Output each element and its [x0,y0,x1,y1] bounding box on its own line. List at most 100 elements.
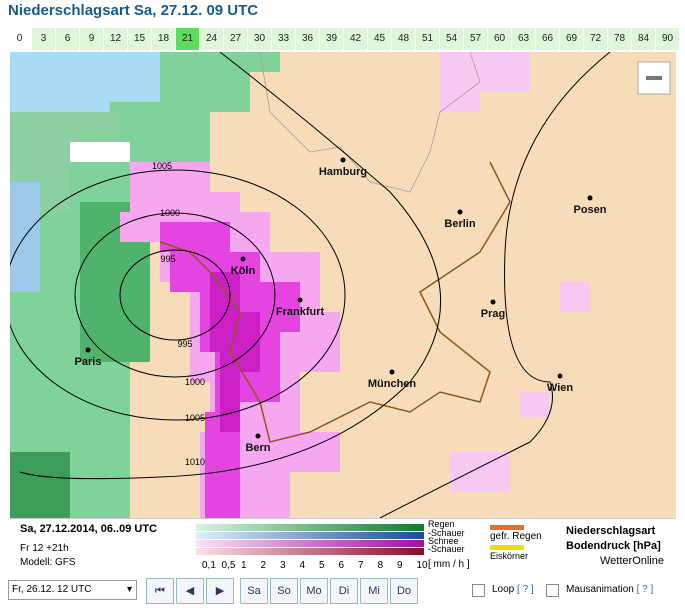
hour-tab[interactable]: 69 [560,28,584,50]
hour-tab[interactable]: 36 [296,28,320,50]
city-label: Wien [547,382,573,394]
legend-run: Fr 12 +21h [20,543,69,554]
isobar-label: 995 [177,339,192,349]
mouse-text: Mausanimation [566,584,634,595]
isobar-label: 1010 [185,457,205,467]
type-label: Schnee [428,536,459,546]
city-label: Köln [231,265,256,277]
city-dot [85,347,91,353]
hour-tab[interactable]: 21 [176,28,200,50]
hour-tab[interactable]: 48 [392,28,416,50]
scale-label: 9 [397,560,403,571]
scale-label: 2 [260,560,267,571]
isobar-label: 995 [160,254,175,264]
next-button[interactable]: ▶ [206,578,234,604]
city-label: Prag [481,308,505,320]
hour-tab[interactable]: 45 [368,28,392,50]
controls: Fr, 26.12. 12 UTC ▾ ⏮ ◀ ▶ Loop [ ? ] Maus… [8,576,678,606]
hour-tab[interactable]: 0 [8,28,32,50]
hour-tab[interactable]: 90 [656,28,680,50]
city-dot [240,256,246,262]
scale-label: 1 [241,560,247,571]
map: Hamburg Berlin Posen Köln Frankfurt Prag Paris… [10,52,676,518]
day-button[interactable]: Mi [360,578,388,604]
hour-tab[interactable]: 57 [464,28,488,50]
scale-label: 3 [280,560,286,571]
city-label: Frankfurt [276,306,325,318]
mouse-help[interactable]: [ ? ] [636,584,654,595]
city-dot [490,299,496,305]
city-label: München [368,378,417,390]
legend-date: Sa, 27.12.2014, 06..09 UTC [20,523,157,535]
hour-tab[interactable]: 84 [632,28,656,50]
legend: Sa, 27.12.2014, 06..09 UTC Fr 12 +21h Mo… [10,518,676,573]
city-dot [340,157,346,163]
hour-tab[interactable]: 51 [416,28,440,50]
hour-tab[interactable]: 78 [608,28,632,50]
scale-label: 10 [416,560,428,571]
scale-label: 4 [299,560,306,571]
hour-tab[interactable]: 12 [104,28,128,50]
loop-text: Loop [492,584,515,595]
mouse-label: Mausanimation [ ? ] [566,584,653,595]
type-label: Regen [428,519,455,529]
scale-label: 8 [377,560,384,571]
run-select[interactable]: Fr, 26.12. 12 UTC ▾ [8,580,137,600]
hour-tab[interactable]: 27 [224,28,248,50]
city-dot [457,209,463,215]
hour-tab[interactable]: 63 [512,28,536,50]
title: Niederschlagsart Sa, 27.12. 09 UTC [8,2,259,19]
legend-model: Modell: GFS [20,557,76,568]
day-button[interactable]: So [270,578,298,604]
hour-tab[interactable]: 72 [584,28,608,50]
isobar-label: 1000 [160,208,180,218]
hour-tab[interactable]: 39 [320,28,344,50]
isobar-label: 1005 [185,413,205,423]
scale-label: 7 [358,560,364,571]
city-label: Paris [75,356,102,368]
type-label: -Schauer [428,528,465,538]
hour-tab[interactable]: 9 [80,28,104,50]
hour-tab[interactable]: 15 [128,28,152,50]
hour-tab[interactable]: 6 [56,28,80,50]
day-button[interactable]: Mo [300,578,328,604]
city-dot [557,373,563,379]
city-dot [297,297,303,303]
scale-label: 5 [319,560,325,571]
legend-extra-text: gefr. Regen [490,531,542,542]
city-label: Posen [573,204,606,216]
legend-brand-text: WetterOnline [600,555,664,567]
type-label: -Schauer [428,544,465,554]
legend-unit-text: [ mm / h ] [428,559,470,570]
hour-tab[interactable]: 3 [32,28,56,50]
city-label: Bern [245,442,270,454]
loop-label: Loop [ ? ] [492,584,534,595]
hour-tabs: 0 3 6 9 12 15 18 21 24 27 30 33 36 39 42 45 48 51 54 57 60 63… [8,28,680,50]
day-button[interactable]: Di [330,578,358,604]
mouse-checkbox[interactable] [546,584,559,597]
city-label: Hamburg [319,166,367,178]
hour-tab[interactable]: 66 [536,28,560,50]
hour-tab[interactable]: 18 [152,28,176,50]
hour-tab[interactable]: 60 [488,28,512,50]
city-dot [255,433,261,439]
hour-tab[interactable]: 30 [248,28,272,50]
loop-help[interactable]: [ ? ] [517,584,534,595]
legend-pressure-text: Bodendruck [hPa] [566,540,661,552]
day-button[interactable]: Do [390,578,418,604]
day-button[interactable]: Sa [240,578,268,604]
first-button[interactable]: ⏮ [146,578,174,604]
prev-button[interactable]: ◀ [176,578,204,604]
hour-tab[interactable]: 42 [344,28,368,50]
loop-checkbox[interactable] [472,584,485,597]
city-label: Berlin [444,218,475,230]
scale-label: 0,1 [202,560,216,571]
hour-tab[interactable]: 33 [272,28,296,50]
hour-tab[interactable]: 24 [200,28,224,50]
isobar-label: 1000 [185,377,205,387]
hour-tab[interactable]: 54 [440,28,464,50]
run-select-text: Fr, 26.12. 12 UTC [12,584,92,595]
isobar-label: 1005 [152,161,172,171]
legend-product-text: Niederschlagsart [566,525,656,537]
